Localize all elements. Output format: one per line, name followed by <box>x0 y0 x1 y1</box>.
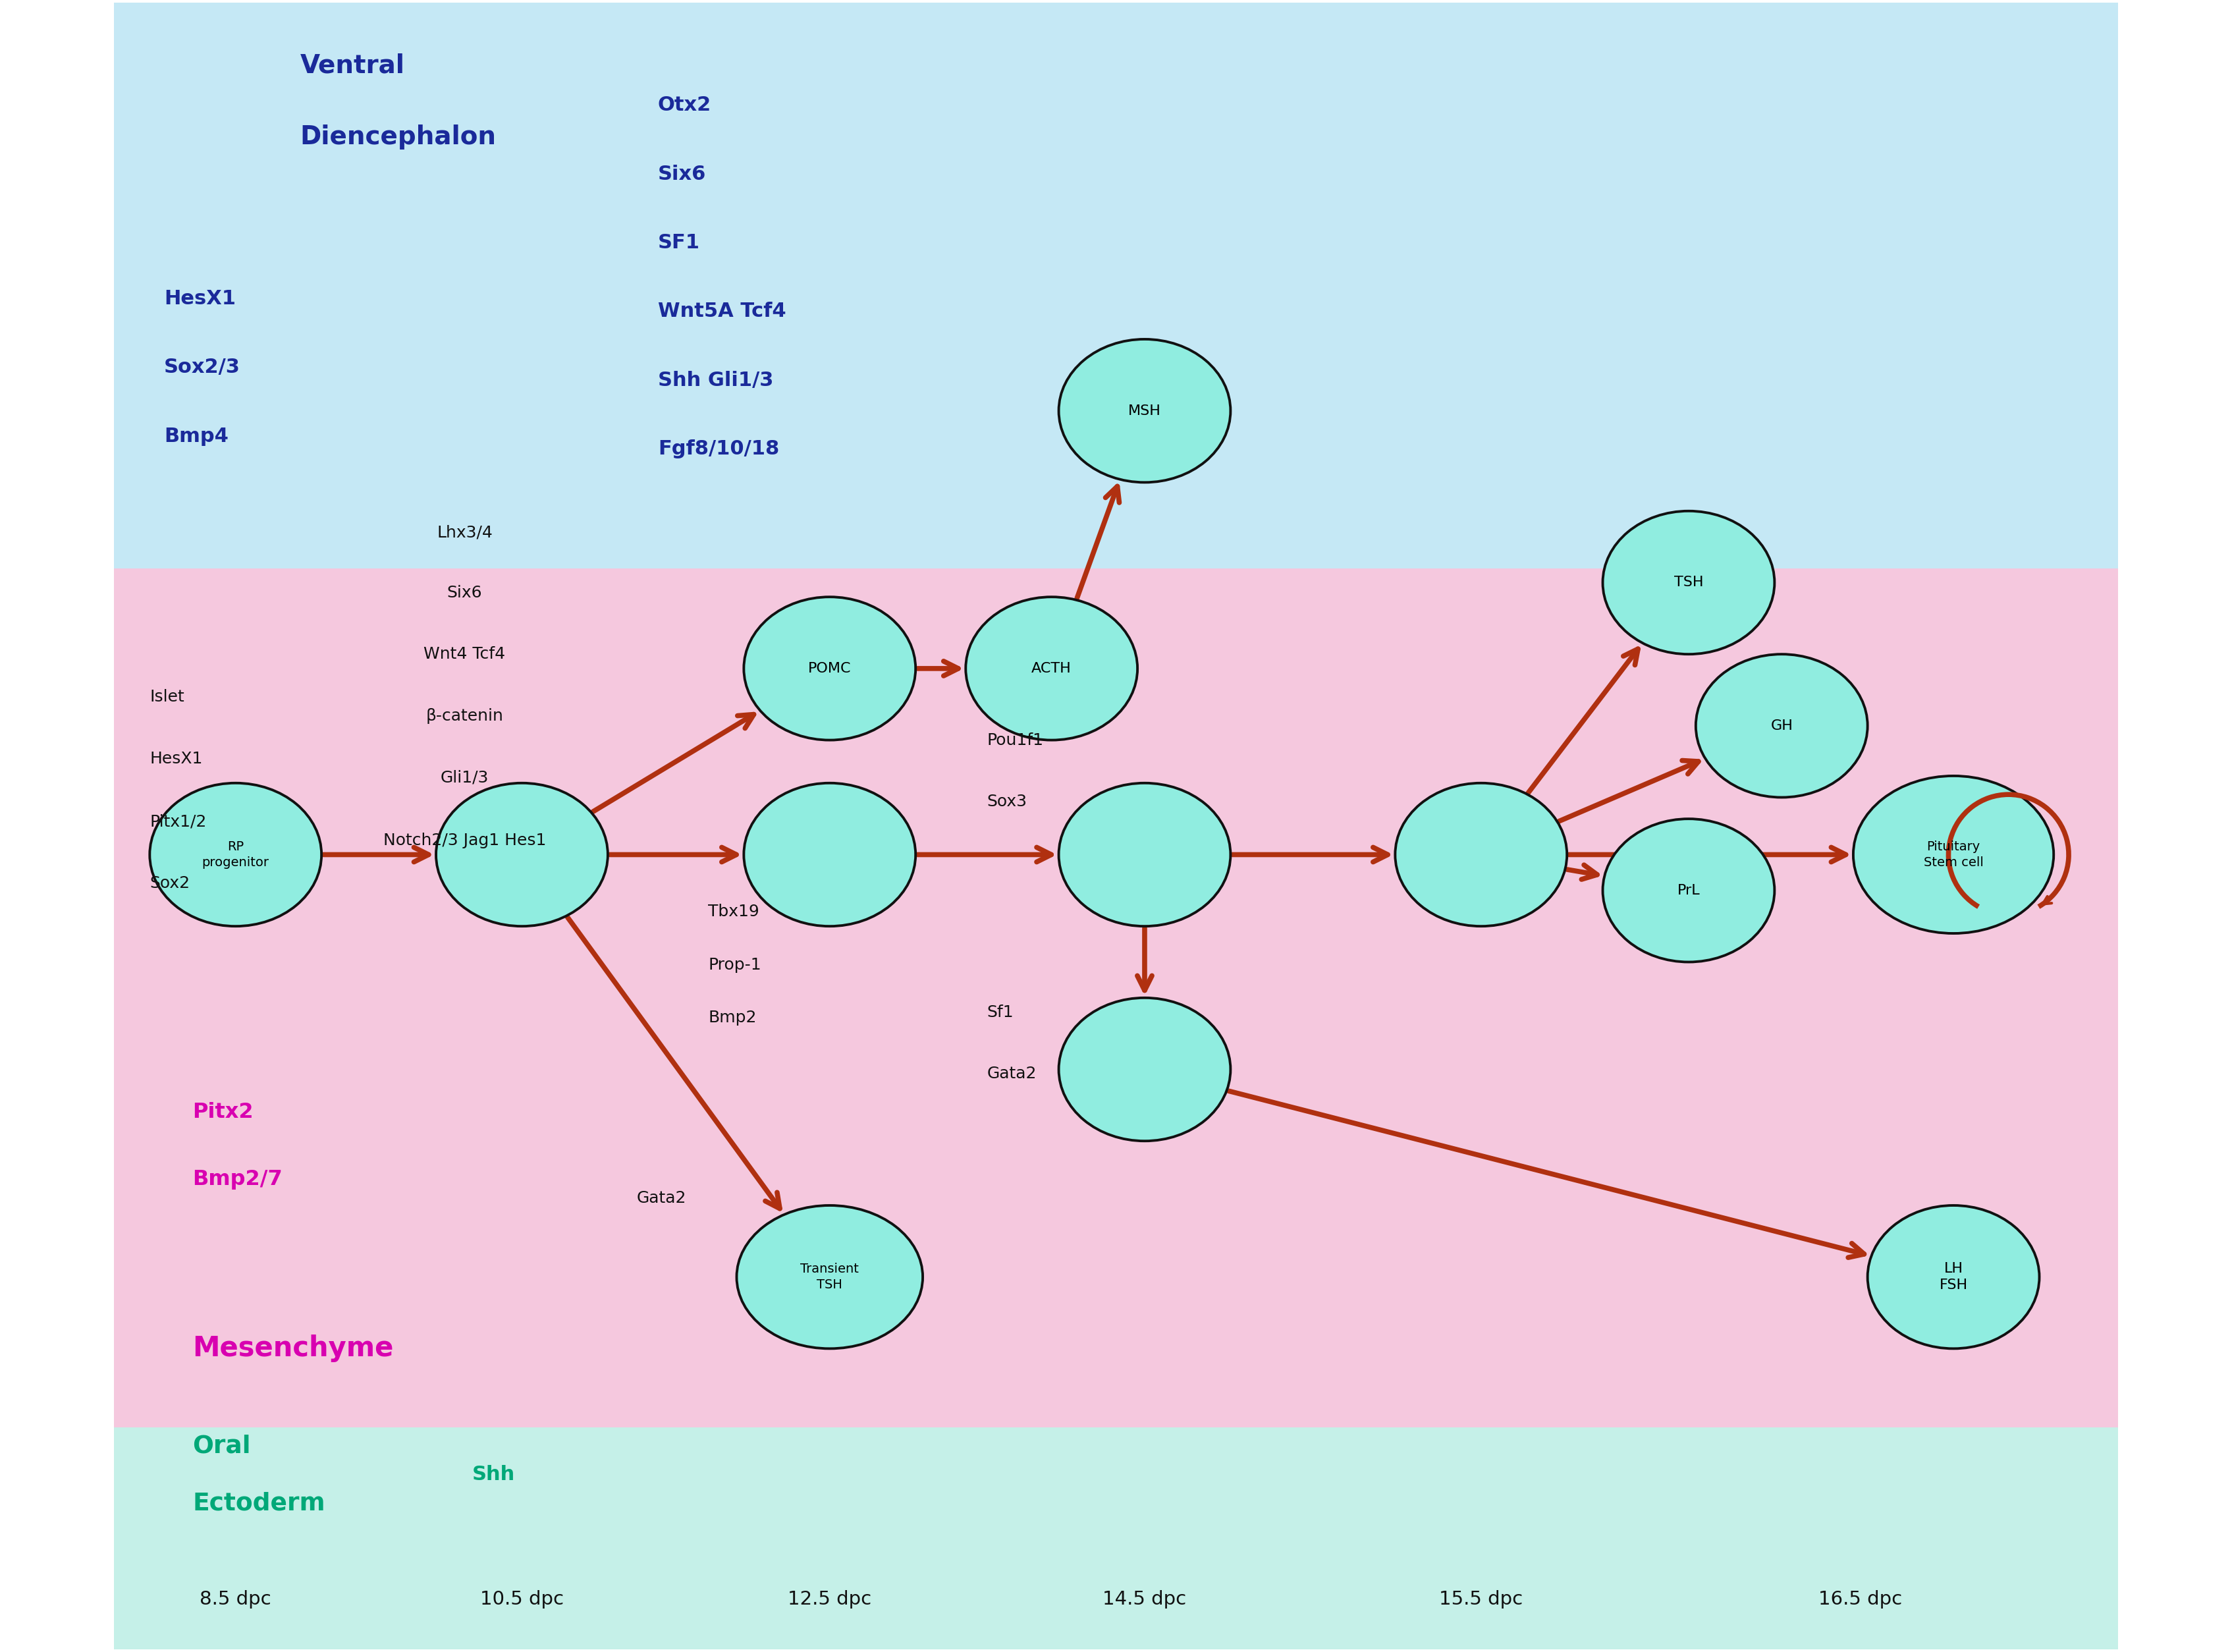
Ellipse shape <box>743 783 915 927</box>
Ellipse shape <box>1603 510 1774 654</box>
Ellipse shape <box>966 596 1138 740</box>
Text: Pituitary
Stem cell: Pituitary Stem cell <box>1924 841 1984 869</box>
Text: Shh: Shh <box>471 1465 516 1483</box>
Ellipse shape <box>1058 339 1230 482</box>
Text: Lhx3/4: Lhx3/4 <box>437 525 493 540</box>
Ellipse shape <box>743 596 915 740</box>
Text: Diencephalon: Diencephalon <box>299 124 496 149</box>
Text: Sox2: Sox2 <box>150 876 190 890</box>
Bar <box>114 1427 2118 1649</box>
Text: Sox2/3: Sox2/3 <box>163 358 241 377</box>
Text: Wnt5A Tcf4: Wnt5A Tcf4 <box>658 302 786 320</box>
Text: POMC: POMC <box>808 662 850 676</box>
Text: Mesenchyme: Mesenchyme <box>192 1335 393 1363</box>
Text: Six6: Six6 <box>446 585 482 601</box>
Bar <box>114 3 2118 568</box>
Text: Bmp2: Bmp2 <box>708 1009 757 1026</box>
Text: 10.5 dpc: 10.5 dpc <box>480 1589 565 1609</box>
Ellipse shape <box>1058 998 1230 1142</box>
Text: Pitx1/2: Pitx1/2 <box>150 814 208 829</box>
Text: Notch2/3 Jag1 Hes1: Notch2/3 Jag1 Hes1 <box>384 833 547 847</box>
Text: ACTH: ACTH <box>1031 662 1071 676</box>
Text: SF1: SF1 <box>658 233 701 253</box>
Text: RP
progenitor: RP progenitor <box>203 841 270 869</box>
Text: Ventral: Ventral <box>299 53 404 78</box>
Ellipse shape <box>1696 654 1868 798</box>
Text: Ectoderm: Ectoderm <box>192 1492 326 1515</box>
Ellipse shape <box>737 1206 922 1348</box>
Ellipse shape <box>1058 783 1230 927</box>
Text: Gata2: Gata2 <box>636 1191 685 1206</box>
Text: 15.5 dpc: 15.5 dpc <box>1440 1589 1522 1609</box>
Text: LH
FSH: LH FSH <box>1940 1262 1969 1292</box>
Text: HesX1: HesX1 <box>163 289 237 309</box>
Text: Bmp4: Bmp4 <box>163 426 228 446</box>
Text: HesX1: HesX1 <box>150 750 203 767</box>
Text: 8.5 dpc: 8.5 dpc <box>201 1589 272 1609</box>
Text: Tbx19: Tbx19 <box>708 904 759 920</box>
Text: Prop-1: Prop-1 <box>708 957 761 973</box>
Ellipse shape <box>1603 819 1774 961</box>
Text: Bmp2/7: Bmp2/7 <box>192 1170 283 1189</box>
Ellipse shape <box>150 783 321 927</box>
Text: Gata2: Gata2 <box>987 1066 1038 1082</box>
Text: Fgf8/10/18: Fgf8/10/18 <box>658 439 779 459</box>
Text: β-catenin: β-catenin <box>426 707 504 724</box>
Text: TSH: TSH <box>1674 577 1703 590</box>
Text: 12.5 dpc: 12.5 dpc <box>788 1589 870 1609</box>
Text: 16.5 dpc: 16.5 dpc <box>1819 1589 1902 1609</box>
Text: Gli1/3: Gli1/3 <box>440 770 489 785</box>
Ellipse shape <box>1395 783 1567 927</box>
Bar <box>114 568 2118 1427</box>
Text: Sf1: Sf1 <box>987 1004 1013 1019</box>
Ellipse shape <box>435 783 607 927</box>
Text: Shh Gli1/3: Shh Gli1/3 <box>658 370 775 390</box>
Text: 14.5 dpc: 14.5 dpc <box>1103 1589 1187 1609</box>
Text: Pou1f1: Pou1f1 <box>987 732 1045 748</box>
Text: GH: GH <box>1770 719 1792 732</box>
Text: PrL: PrL <box>1676 884 1701 897</box>
Text: Sox3: Sox3 <box>987 793 1027 809</box>
Ellipse shape <box>1853 776 2053 933</box>
Text: Otx2: Otx2 <box>658 96 712 116</box>
Text: Pitx2: Pitx2 <box>192 1102 254 1123</box>
Text: Six6: Six6 <box>658 165 705 183</box>
Text: Wnt4 Tcf4: Wnt4 Tcf4 <box>424 646 504 662</box>
Text: Transient
TSH: Transient TSH <box>801 1264 859 1290</box>
Text: Islet: Islet <box>150 689 185 705</box>
Ellipse shape <box>1868 1206 2040 1348</box>
Text: Oral: Oral <box>192 1434 250 1457</box>
Text: MSH: MSH <box>1127 405 1161 418</box>
